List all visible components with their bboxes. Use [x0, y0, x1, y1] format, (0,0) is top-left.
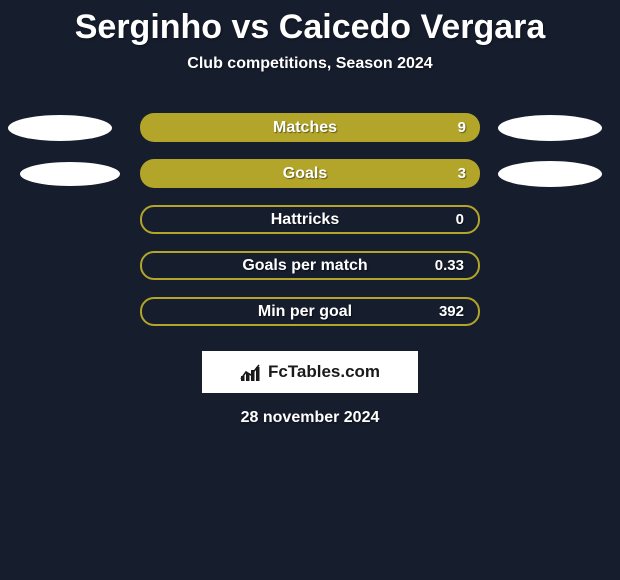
stat-row: Matches9 [0, 113, 620, 142]
left-player-marker [8, 115, 112, 141]
stat-value: 392 [434, 303, 464, 320]
stat-bar: Matches9 [140, 113, 480, 142]
page-title: Serginho vs Caicedo Vergara [0, 0, 620, 47]
stat-label: Goals per match [156, 257, 434, 275]
left-player-marker [20, 162, 120, 186]
stat-bar: Goals3 [140, 159, 480, 188]
stat-label: Goals [154, 165, 436, 183]
stat-label: Hattricks [156, 211, 434, 229]
stat-value: 0 [434, 211, 464, 228]
right-player-marker [498, 115, 602, 141]
bar-chart-icon [240, 362, 262, 382]
stat-bar: Goals per match0.33 [140, 251, 480, 280]
stat-value: 0.33 [434, 257, 464, 274]
stat-label: Min per goal [156, 303, 434, 321]
stat-bar: Hattricks0 [140, 205, 480, 234]
logo-text: FcTables.com [268, 362, 380, 382]
comparison-card: Serginho vs Caicedo Vergara Club competi… [0, 0, 620, 427]
stat-label: Matches [154, 119, 436, 137]
stat-value: 3 [436, 165, 466, 182]
stat-row: Hattricks0 [0, 205, 620, 234]
stat-row: Goals per match0.33 [0, 251, 620, 280]
stat-bar: Min per goal392 [140, 297, 480, 326]
logo-box[interactable]: FcTables.com [202, 351, 418, 393]
page-subtitle: Club competitions, Season 2024 [0, 55, 620, 73]
date-label: 28 november 2024 [0, 409, 620, 427]
stats-rows: Matches9Goals3Hattricks0Goals per match0… [0, 113, 620, 326]
right-player-marker [498, 161, 602, 187]
stat-row: Goals3 [0, 159, 620, 188]
stat-row: Min per goal392 [0, 297, 620, 326]
stat-value: 9 [436, 119, 466, 136]
